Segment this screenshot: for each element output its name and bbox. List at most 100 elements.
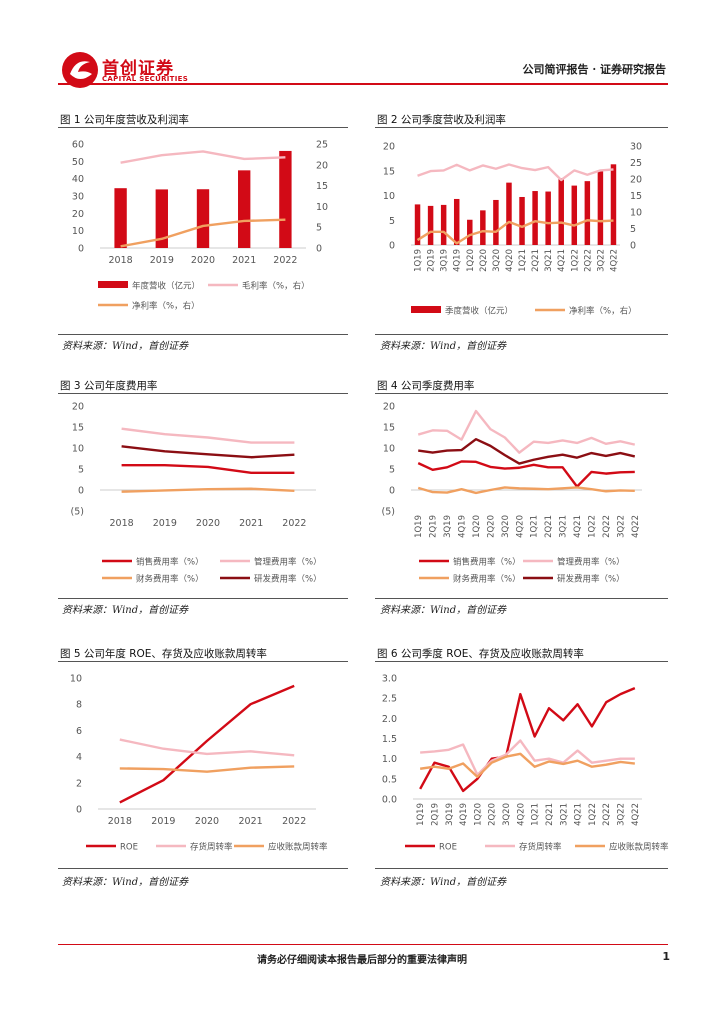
fig3-legend-label: 管理费用率（%）: [254, 557, 322, 568]
fig6-ytick-label: 1.5: [382, 734, 397, 745]
fig2-xtick-label: 4Q21: [557, 249, 567, 272]
fig2-legend-label: 季度营收（亿元）: [445, 306, 513, 317]
fig3-legend-label: 研发费用率（%）: [254, 574, 322, 585]
fig2-ytick-label: 20: [383, 142, 395, 153]
fig2-y2tick-label: 25: [630, 158, 642, 169]
fig4-legend-label: 销售费用率（%）: [453, 557, 521, 568]
fig4-xtick-label: 2Q22: [602, 515, 612, 538]
fig2-y2tick-label: 15: [630, 191, 642, 202]
fig1-y2tick-label: 25: [316, 140, 328, 151]
fig1-xtick-label: 2022: [273, 255, 297, 266]
fig2-xtick-label: 3Q19: [440, 249, 450, 272]
fig4-xtick-label: 1Q22: [587, 515, 597, 538]
fig1-caption: 图 1 公司年度营收及利润率: [60, 114, 189, 126]
fig2-xtick-label: 1Q21: [518, 249, 528, 272]
page-number: 1: [662, 950, 670, 963]
fig4-frame: [375, 393, 668, 599]
fig6-ytick-label: 3.0: [382, 674, 397, 685]
fig6-series-line: [419, 752, 635, 779]
fig6-series-line: [420, 739, 635, 777]
fig2-bar: [480, 210, 486, 245]
fig3-ytick-label: 5: [78, 465, 84, 476]
fig1-legend-label: 毛利率（%，右）: [242, 281, 310, 292]
fig4-xtick-label: 1Q20: [472, 515, 482, 538]
fig2-bar: [610, 164, 617, 245]
fig2-xtick-label: 3Q20: [492, 249, 502, 272]
fig1-ytick-label: 60: [72, 140, 84, 151]
fig6-xtick-label: 4Q21: [574, 803, 584, 826]
fig2-y2tick-label: 10: [630, 208, 642, 219]
fig2-bar: [427, 205, 434, 245]
fig2-xtick-label: 4Q19: [453, 249, 463, 272]
fig3-xtick-label: 2020: [196, 518, 220, 529]
fig2-xtick-label: 1Q22: [570, 249, 580, 272]
fig5-xtick-label: 2021: [239, 816, 263, 827]
fig2-y2tick-label: 5: [630, 224, 636, 235]
fig4-xtick-label: 1Q19: [414, 515, 424, 538]
fig2-bar: [558, 178, 564, 245]
fig4-xtick-label: 3Q19: [443, 515, 453, 538]
fig6-ytick-label: 1.0: [382, 754, 397, 765]
fig6-legend-label: ROE: [439, 843, 457, 853]
fig3-source: 资料来源：Wind，首创证券: [62, 605, 189, 616]
fig4-ytick-label: 20: [383, 402, 395, 413]
fig6-chart: 0.0 0.5 1.0 1.5 2.0 2.5 3.0 1Q19 2Q19 3Q19 4Q19 1Q2…: [382, 674, 669, 853]
fig5-legend-label: 应收账款周转率: [268, 842, 328, 853]
fig3-legend-label: 财务费用率（%）: [136, 574, 204, 585]
fig1-legend-label: 年度营收（亿元）: [132, 281, 200, 292]
fig2-ytick-label: 15: [383, 166, 395, 177]
fig4-xtick-label: 1Q21: [530, 515, 540, 538]
fig6-xtick-label: 2Q20: [488, 803, 498, 826]
fig2-xtick-label: 4Q22: [609, 249, 619, 272]
fig6-xtick-label: 1Q20: [473, 803, 483, 826]
report-type: 公司简评报告 · 证券研究报告: [522, 63, 667, 76]
fig5-legend-label: ROE: [120, 843, 138, 853]
fig2-xtick-label: 2Q20: [479, 249, 489, 272]
fig4-xtick-label: 2Q21: [544, 515, 554, 538]
fig1-legend-label: 净利率（%，右）: [132, 301, 200, 312]
fig2-y2tick-label: 20: [630, 175, 642, 186]
fig3-caption: 图 3 公司年度费用率: [60, 380, 158, 392]
fig6-source: 资料来源：Wind，首创证券: [380, 877, 507, 888]
fig4-legend-label: 研发费用率（%）: [557, 574, 625, 585]
fig2-bar: [597, 171, 604, 245]
fig2-legend-swatch: [411, 306, 441, 313]
fig2-ytick-label: 0: [389, 241, 395, 252]
fig5-ytick-label: 0: [76, 805, 82, 816]
fig5-xtick-label: 2019: [151, 816, 175, 827]
fig3-chart: (5) 0 5 10 15 20 2018 2019 2020 2021 2022 销售费用率（%） 管…: [71, 402, 322, 585]
fig2-xtick-label: 4Q20: [505, 249, 515, 272]
fig1-legend-swatch: [98, 281, 128, 288]
fig1-ytick-label: 10: [72, 226, 84, 237]
fig6-xtick-label: 3Q22: [617, 803, 627, 826]
fig3-xtick-label: 2019: [153, 518, 177, 529]
fig2-series-line: [416, 219, 614, 245]
fig1-bar: [279, 150, 292, 248]
fig3-series-line: [121, 427, 295, 444]
fig6-xtick-label: 3Q21: [559, 803, 569, 826]
fig5-ytick-label: 2: [76, 778, 82, 789]
fig6-xtick-label: 4Q22: [631, 803, 641, 826]
fig1-y2tick-label: 0: [316, 244, 322, 255]
fig2-xtick-label: 3Q22: [596, 249, 606, 272]
fig2-xtick-label: 1Q19: [414, 249, 424, 272]
fig4-ytick-label: 0: [389, 486, 395, 497]
fig2-bar: [440, 204, 447, 245]
fig6-xtick-label: 1Q21: [531, 803, 541, 826]
fig5-source: 资料来源：Wind，首创证券: [62, 877, 189, 888]
fig2-bar: [519, 196, 525, 245]
fig5-xtick-label: 2018: [108, 816, 132, 827]
fig4-xtick-label: 2Q19: [429, 515, 439, 538]
fig4-xtick-label: 4Q22: [631, 515, 641, 538]
fig2-xtick-label: 2Q21: [531, 249, 541, 272]
fig2-xtick-label: 1Q20: [466, 249, 476, 272]
fig6-legend-label: 存货周转率: [519, 842, 562, 853]
fig2-bar: [467, 219, 473, 245]
fig2-frame: [375, 127, 668, 335]
fig6-caption: 图 6 公司季度 ROE、存货及应收账款周转率: [377, 648, 584, 660]
fig6-frame: [375, 661, 668, 869]
fig5-legend-label: 存货周转率: [190, 842, 233, 853]
fig6-ytick-label: 0.0: [382, 795, 397, 806]
fig2-chart: 0 5 10 15 20 0 5 10 15 20 25 30 1Q19 2Q19 3Q19 4Q19 1Q20…: [383, 142, 642, 317]
fig6-ytick-label: 0.5: [382, 774, 397, 785]
